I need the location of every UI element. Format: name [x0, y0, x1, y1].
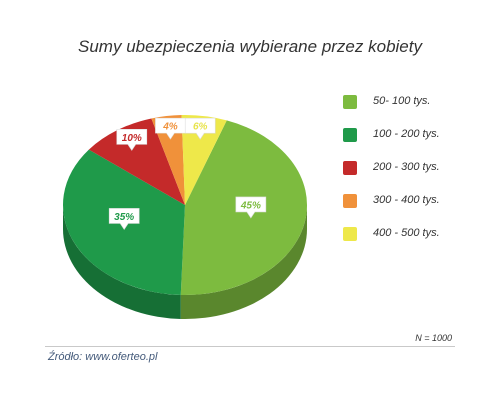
legend-swatch [343, 227, 357, 241]
pie-side-1 [180, 205, 307, 319]
data-label-3: 10% [116, 129, 148, 151]
pie-slice-3 [88, 118, 185, 205]
legend-label: 50- 100 tys. [373, 95, 431, 107]
data-label-2: 35% [108, 208, 140, 230]
legend-swatch [343, 161, 357, 175]
pie-side-2 [63, 205, 181, 319]
legend-swatch [343, 95, 357, 109]
chart-title: Sumy ubezpieczenia wybierane przez kobie… [78, 37, 422, 56]
svg-text:35%: 35% [114, 212, 134, 223]
legend-item-100-200: 100 - 200 tys. [343, 128, 483, 144]
legend-item-200-300: 200 - 300 tys. [343, 161, 483, 177]
legend-item-400-500: 400 - 500 tys. [343, 227, 483, 243]
data-label-5: 6% [184, 117, 216, 140]
source-note: Źródło: www.oferteo.pl [48, 351, 158, 363]
legend-swatch [343, 128, 357, 142]
svg-text:45%: 45% [240, 200, 261, 211]
legend-label: 300 - 400 tys. [373, 194, 440, 206]
legend-label: 400 - 500 tys. [373, 227, 440, 239]
legend-label: 200 - 300 tys. [373, 161, 440, 173]
legend-label: 100 - 200 tys. [373, 128, 440, 140]
svg-text:4%: 4% [162, 122, 178, 133]
pie-slice-4 [151, 115, 185, 205]
legend-item-50-100: 50- 100 tys. [343, 95, 483, 111]
legend-item-300-400: 300 - 400 tys. [343, 194, 483, 210]
divider [45, 346, 455, 347]
pie-slice-5 [181, 115, 227, 205]
sample-size-note: N = 1000 [415, 333, 452, 343]
data-label-1: 45% [235, 196, 267, 219]
legend-swatch [343, 194, 357, 208]
svg-text:10%: 10% [122, 133, 142, 144]
svg-text:6%: 6% [193, 122, 208, 133]
